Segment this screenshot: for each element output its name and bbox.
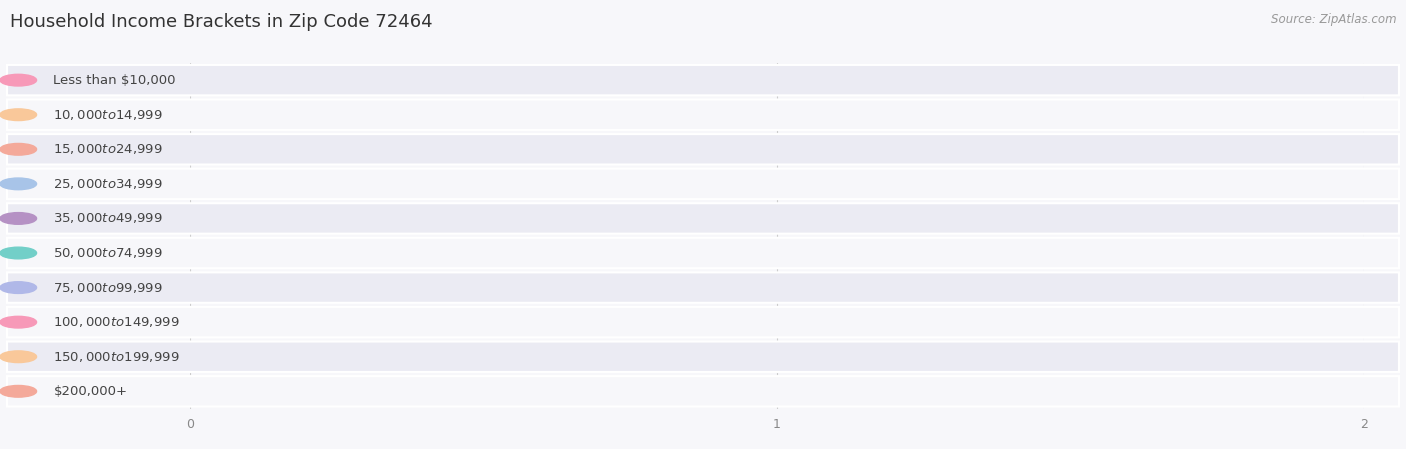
Text: 0: 0	[201, 108, 209, 121]
Text: Source: ZipAtlas.com: Source: ZipAtlas.com	[1271, 13, 1396, 26]
Text: 0: 0	[201, 143, 209, 156]
Text: $75,000 to $99,999: $75,000 to $99,999	[53, 281, 163, 295]
Bar	[190, 208, 1364, 229]
Text: 0: 0	[201, 247, 209, 260]
Text: 0: 0	[201, 281, 209, 294]
Text: $15,000 to $24,999: $15,000 to $24,999	[53, 142, 163, 156]
Text: $35,000 to $49,999: $35,000 to $49,999	[53, 211, 163, 225]
Text: 0: 0	[201, 316, 209, 329]
Text: 0: 0	[201, 385, 209, 398]
Text: Household Income Brackets in Zip Code 72464: Household Income Brackets in Zip Code 72…	[10, 13, 433, 31]
Text: 2: 2	[1330, 211, 1340, 225]
Text: $25,000 to $34,999: $25,000 to $34,999	[53, 177, 163, 191]
Text: 0: 0	[201, 177, 209, 190]
Text: 0: 0	[201, 350, 209, 363]
Bar	[190, 70, 778, 91]
Text: $200,000+: $200,000+	[53, 385, 128, 398]
Text: $150,000 to $199,999: $150,000 to $199,999	[53, 350, 180, 364]
Text: $100,000 to $149,999: $100,000 to $149,999	[53, 315, 180, 329]
Text: $50,000 to $74,999: $50,000 to $74,999	[53, 246, 163, 260]
Text: $10,000 to $14,999: $10,000 to $14,999	[53, 108, 163, 122]
Text: Less than $10,000: Less than $10,000	[53, 74, 176, 87]
Text: 1: 1	[744, 73, 754, 87]
